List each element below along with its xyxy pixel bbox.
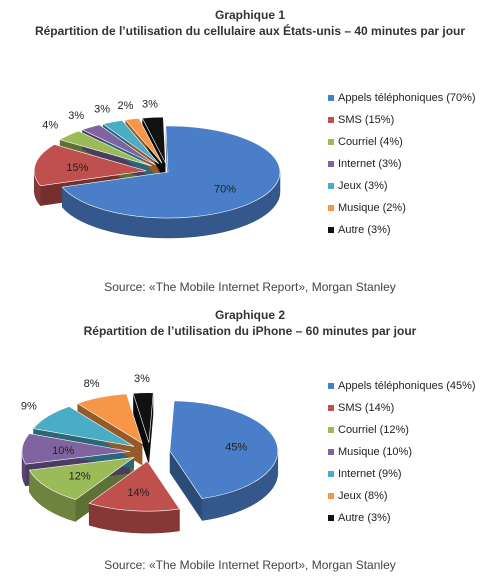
chart1-slice-label-5: 2% [118,100,134,112]
chart2-source: Source: «The Mobile Internet Report», Mo… [104,558,396,572]
chart2-slice-label-0: 45% [225,442,247,454]
chart2-slice-3 [21,433,131,465]
chart2-slice-label-2: 12% [69,471,91,483]
chart1-slice-label-2: 4% [42,119,58,131]
chart1-slice-6 [141,116,166,164]
chart2-slice-5 [76,393,143,445]
chart2-legend-label: Internet (9%) [338,468,402,480]
chart1-legend-label: Autre (3%) [338,224,391,236]
chart1-legend-swatch [328,205,334,211]
chart2-slice-label-5: 8% [84,378,100,390]
chart2-legend-swatch [328,449,334,455]
chart2-legend-label: Jeux (8%) [338,490,388,502]
chart1-legend-swatch [328,139,334,145]
chart1-legend-label: Internet (3%) [338,158,402,170]
chart1-slice-1 [33,144,147,187]
chart2-legend-swatch [328,405,334,411]
chart2-slice-label-6: 3% [134,373,150,385]
chart1-legend-item: Appels téléphoniques (70%) [328,92,476,104]
chart2-legend-swatch [328,427,334,433]
chart2-slice-cut-0-1 [169,450,202,521]
chart2-legend-label: Musique (10%) [338,446,412,458]
chart2-legend-item: Autre (3%) [328,512,391,524]
chart2-legend-swatch [328,383,334,389]
chart1-legend-label: Jeux (3%) [338,180,388,192]
chart1-legend-item: Courriel (4%) [328,136,403,148]
chart2-pie: 45% 14% 12% 10% 9% 8% 3% [21,373,279,534]
chart2-slice-cut-6-0 [133,393,149,465]
chart1-slice-5 [124,117,163,164]
chart1-slice-2 [59,130,152,167]
chart2-legend-swatch [328,471,334,477]
chart2-legend-label: Courriel (12%) [338,424,409,436]
chart2-slice-1 [88,460,180,512]
chart2-legend-label: SMS (14%) [338,402,395,414]
chart2-legend-item: Musique (10%) [328,446,412,458]
chart2-slice-cut-6-1 [148,392,154,465]
chart1-slice-label-3: 3% [68,110,84,122]
chart1-legend-swatch [328,161,334,167]
chart1-slice-label-4: 3% [94,104,110,116]
chart1-slice-label-0: 70% [214,183,236,195]
chart1-legend-item: SMS (15%) [328,114,394,126]
chart2-slice-2 [28,457,135,500]
chart1-title: Graphique 1 [214,8,285,22]
chart1-legend-label: Musique (2%) [338,202,406,214]
chart2-legend-item: Jeux (8%) [328,490,388,502]
chart2-legend-label: Autre (3%) [338,512,391,524]
chart2-slice-6 [132,392,154,443]
chart2-slice-label-3: 10% [52,445,74,457]
chart2-title: Graphique 2 [214,308,285,322]
chart1-legend-swatch [328,95,334,101]
chart1-legend-swatch [328,227,334,233]
chart1-slice-3 [81,124,156,165]
chart2-slice-4 [32,406,135,447]
chart2-legend-item: Appels téléphoniques (45%) [328,380,476,392]
chart1-legend-swatch [328,117,334,123]
chart1-legend-label: SMS (15%) [338,114,395,126]
chart2-legend-swatch [328,493,334,499]
chart1-legend-item: Jeux (3%) [328,180,388,192]
chart1-legend-item: Musique (2%) [328,202,406,214]
chart1-slice-label-6: 3% [142,98,158,110]
chart1-legend-label: Courriel (4%) [338,136,403,148]
chart2-slice-label-1: 14% [127,487,149,499]
chart1-subtitle: Répartition de l’utilisation du cellulai… [34,24,466,38]
chart1-legend-item: Internet (3%) [328,158,402,170]
chart1-legend-item: Autre (3%) [328,224,391,236]
chart2-slice-0 [169,400,279,499]
chart2-legend-item: Internet (9%) [328,468,402,480]
chart2-legend-label: Appels téléphoniques (45%) [338,380,476,392]
chart1-slice-label-1: 15% [66,162,88,174]
chart1-slice-4 [102,120,160,165]
chart1-slice-0 [61,125,281,219]
chart2-slice-label-4: 9% [21,401,37,413]
chart1-legend-label: Appels téléphoniques (70%) [338,92,476,104]
chart2-legend-item: SMS (14%) [328,402,394,414]
chart2-legend-item: Courriel (12%) [328,424,409,436]
chart1-legend-swatch [328,183,334,189]
chart2-legend-swatch [328,515,334,521]
chart2-subtitle: Répartition de l’utilisation du iPhone –… [83,324,417,338]
chart1-pie: 70% 15% 4% 3% 3% 2% 3% [33,98,281,239]
chart1-source: Source: «The Mobile Internet Report», Mo… [104,280,396,294]
